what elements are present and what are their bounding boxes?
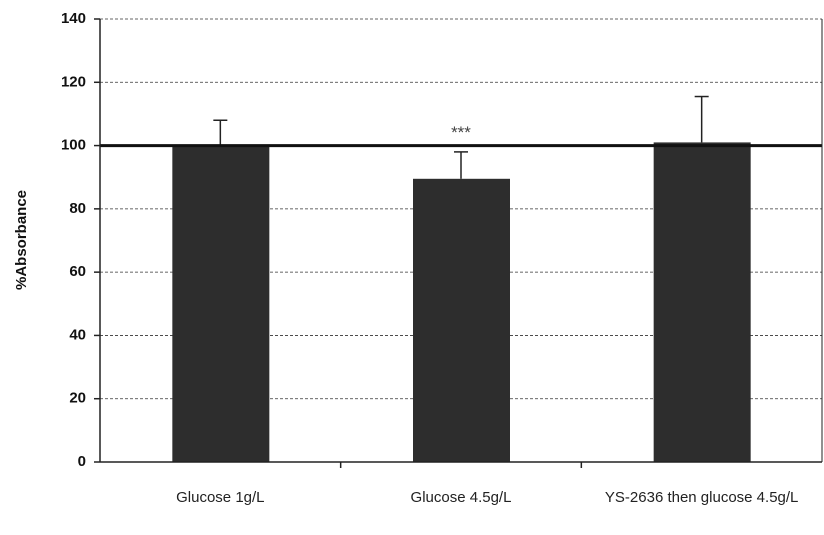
bar xyxy=(653,142,751,462)
y-tick-label: 0 xyxy=(78,453,86,470)
bar xyxy=(172,145,270,463)
y-tick-label: 140 xyxy=(61,10,86,27)
x-tick-label: Glucose 4.5g/L xyxy=(410,489,512,506)
y-tick-label: 60 xyxy=(69,263,86,280)
x-tick-label: YS-2636 then glucose 4.5g/L xyxy=(604,489,799,506)
y-tick-label: 120 xyxy=(61,73,86,90)
y-axis-label: %Absorbance xyxy=(13,190,30,290)
y-tick-label: 40 xyxy=(69,326,86,343)
y-tick-label: 80 xyxy=(69,200,86,217)
x-tick-label: Glucose 1g/L xyxy=(176,489,265,506)
annotation: *** xyxy=(451,123,471,142)
y-tick-label: 100 xyxy=(61,137,86,154)
y-tick-label: 20 xyxy=(69,390,86,407)
bar xyxy=(413,178,510,462)
